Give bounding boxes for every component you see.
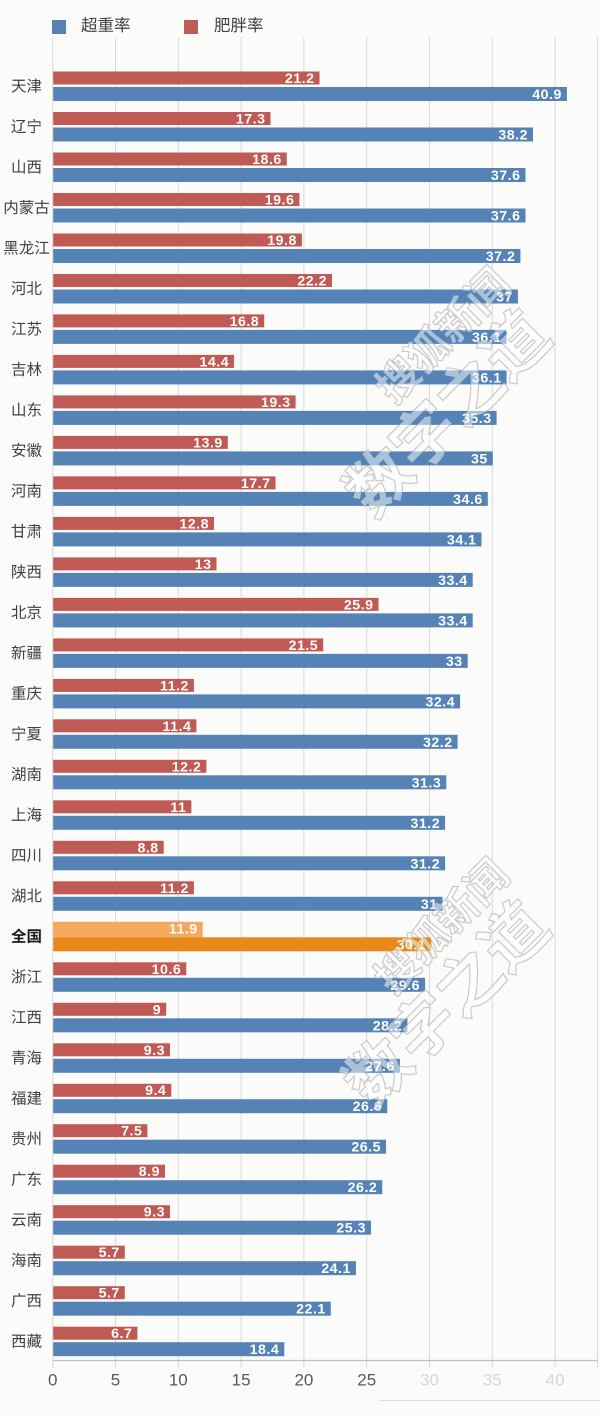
svg-text:8.8: 8.8 — [137, 840, 158, 856]
svg-text:19.6: 19.6 — [265, 193, 295, 209]
svg-text:15: 15 — [232, 1371, 251, 1390]
svg-text:31.3: 31.3 — [412, 775, 442, 791]
svg-text:37.6: 37.6 — [491, 168, 521, 184]
svg-text:32.4: 32.4 — [425, 694, 455, 710]
svg-text:35: 35 — [471, 451, 488, 467]
svg-text:9: 9 — [153, 1002, 161, 1018]
svg-text:12.8: 12.8 — [179, 516, 209, 532]
svg-text:19.8: 19.8 — [267, 233, 297, 249]
svg-text:26.5: 26.5 — [351, 1140, 381, 1156]
svg-text:31.2: 31.2 — [410, 856, 440, 872]
svg-text:24.1: 24.1 — [321, 1261, 351, 1277]
svg-text:17.7: 17.7 — [241, 476, 271, 492]
svg-text:37.2: 37.2 — [486, 249, 516, 265]
svg-text:8.9: 8.9 — [139, 1164, 160, 1180]
svg-text:9.3: 9.3 — [144, 1043, 165, 1059]
svg-text:16.8: 16.8 — [230, 314, 260, 330]
svg-text:9.4: 9.4 — [145, 1083, 166, 1099]
svg-text:5.7: 5.7 — [99, 1286, 120, 1302]
svg-text:40.9: 40.9 — [532, 87, 562, 103]
svg-text:11.2: 11.2 — [160, 678, 189, 694]
svg-text:33.4: 33.4 — [438, 613, 468, 629]
svg-text:18.4: 18.4 — [250, 1342, 280, 1358]
svg-text:11.2: 11.2 — [160, 881, 189, 897]
svg-text:9.3: 9.3 — [144, 1205, 165, 1221]
svg-text:37.6: 37.6 — [491, 209, 521, 225]
svg-text:31.2: 31.2 — [410, 816, 440, 832]
svg-text:20: 20 — [294, 1371, 313, 1390]
svg-text:21.2: 21.2 — [285, 71, 315, 87]
svg-text:26.2: 26.2 — [348, 1180, 378, 1196]
svg-text:11: 11 — [170, 800, 186, 816]
svg-text:22.2: 22.2 — [297, 274, 327, 290]
svg-text:21.5: 21.5 — [289, 638, 319, 654]
svg-text:5.7: 5.7 — [99, 1245, 120, 1261]
svg-text:0: 0 — [48, 1371, 57, 1390]
svg-text:17.3: 17.3 — [236, 112, 266, 128]
svg-text:22.1: 22.1 — [296, 1302, 326, 1318]
svg-text:33: 33 — [446, 654, 463, 670]
svg-text:25.3: 25.3 — [336, 1221, 366, 1237]
svg-text:30: 30 — [420, 1371, 439, 1390]
svg-text:19.3: 19.3 — [261, 395, 291, 411]
svg-text:5: 5 — [111, 1371, 120, 1390]
svg-text:18.6: 18.6 — [252, 152, 282, 168]
svg-text:31: 31 — [421, 897, 438, 913]
svg-text:26.6: 26.6 — [353, 1099, 383, 1115]
svg-text:34.1: 34.1 — [447, 532, 477, 548]
svg-text:14.4: 14.4 — [199, 354, 229, 370]
svg-text:11.4: 11.4 — [163, 719, 192, 735]
svg-text:13: 13 — [195, 557, 212, 573]
svg-text:10.6: 10.6 — [152, 962, 182, 978]
svg-text:35: 35 — [483, 1371, 502, 1390]
svg-text:34.6: 34.6 — [453, 492, 483, 508]
svg-text:12.2: 12.2 — [172, 759, 202, 775]
svg-text:6.7: 6.7 — [111, 1326, 132, 1342]
svg-text:32.2: 32.2 — [423, 735, 453, 751]
svg-text:25: 25 — [357, 1371, 376, 1390]
svg-text:13.9: 13.9 — [193, 435, 223, 451]
svg-text:7.5: 7.5 — [121, 1124, 142, 1140]
svg-text:10: 10 — [169, 1371, 188, 1390]
svg-text:25.9: 25.9 — [344, 597, 374, 613]
svg-text:33.4: 33.4 — [438, 573, 468, 589]
svg-text:11.9: 11.9 — [169, 921, 198, 937]
svg-text:40: 40 — [546, 1371, 565, 1390]
svg-text:38.2: 38.2 — [498, 128, 528, 144]
